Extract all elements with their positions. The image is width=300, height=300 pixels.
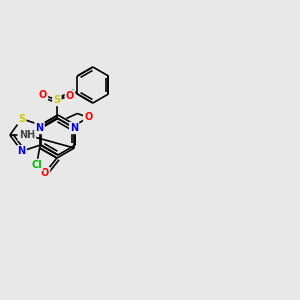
- Text: Cl: Cl: [31, 160, 42, 170]
- Text: S: S: [18, 114, 25, 124]
- Text: O: O: [66, 91, 74, 101]
- Text: N: N: [18, 146, 26, 156]
- Text: N: N: [70, 123, 78, 133]
- Text: O: O: [39, 90, 47, 100]
- Text: S: S: [53, 95, 61, 105]
- Text: NH: NH: [19, 130, 35, 140]
- Text: O: O: [41, 168, 49, 178]
- Text: O: O: [84, 112, 92, 122]
- Text: N: N: [35, 123, 44, 133]
